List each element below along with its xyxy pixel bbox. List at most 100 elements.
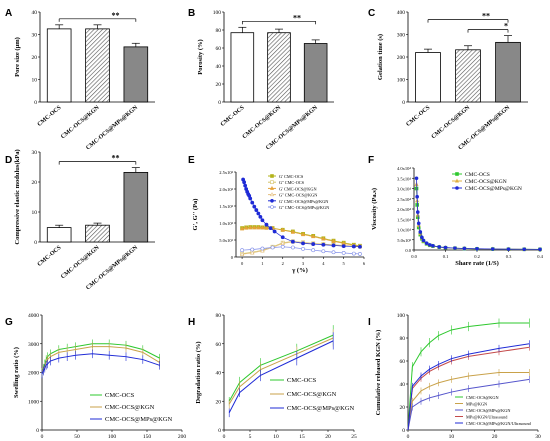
category-label: CMC-OCS	[220, 105, 246, 128]
bar	[495, 41, 521, 103]
bar	[267, 32, 291, 103]
data-point	[258, 214, 263, 219]
series-line	[228, 340, 334, 413]
data-point	[244, 225, 249, 230]
x-tick-label: 50	[74, 434, 80, 440]
y-tick-label: 200	[397, 55, 406, 61]
y-tick-label: 300	[397, 33, 406, 39]
y-tick-label: 60	[216, 46, 222, 52]
data-point	[242, 180, 247, 185]
legend-entry: MPs@KGN/Ultrasound	[466, 415, 508, 420]
data-point	[270, 199, 274, 203]
panel-B: B020406080100CMC-OCSCMC-OCS@KGNCMC-OCS@M…	[188, 8, 334, 151]
significance-label: *	[504, 22, 508, 31]
x-tick-label: 15	[299, 434, 305, 440]
data-point	[414, 176, 419, 181]
panel-I: I0204060801000102030Time (d)Cumulative r…	[368, 313, 541, 440]
y-tick-label: 20	[32, 180, 38, 186]
data-point	[427, 243, 432, 247]
panel-H: H0204060800510152025Time (d)Degradation …	[188, 313, 357, 440]
x-tick-label: 0	[241, 261, 244, 266]
panel-letter: F	[368, 155, 374, 166]
data-point	[248, 225, 253, 230]
legend-entry: CMC-OCS@MPs@KGN	[105, 416, 173, 423]
x-tick-label: 20	[325, 434, 331, 440]
panel-D: D0102030CMC-OCSCMC-OCS@KGNCMC-OCS@MPs@KG…	[5, 149, 155, 291]
bar	[46, 28, 72, 103]
data-point	[250, 247, 255, 252]
data-point	[351, 251, 356, 256]
y-tick-label: 0	[36, 428, 39, 434]
y-tick-label: 2000	[28, 371, 39, 377]
y-tick-label: 400	[397, 10, 406, 16]
legend-entry: MPs@KGN	[466, 402, 487, 407]
y-tick-label: 1.5x10⁴	[397, 217, 411, 222]
series-line	[407, 378, 530, 431]
x-tick-label: 100	[108, 434, 117, 440]
legend-entry: CMC-OCS@MPs@KGN	[466, 408, 510, 413]
data-point	[341, 251, 346, 255]
data-point	[416, 221, 421, 226]
y-axis-label: Compressive elastic modulus(kPa)	[14, 149, 21, 244]
y-tick-label: 2.0x10⁴	[397, 207, 411, 212]
x-tick-label: 0	[41, 434, 44, 440]
series-line	[41, 353, 160, 375]
bar	[123, 46, 149, 103]
data-point	[260, 225, 265, 230]
data-point	[250, 250, 255, 255]
data-point	[240, 248, 244, 253]
data-point	[455, 186, 459, 190]
category-label: CMC-OCS	[37, 105, 63, 128]
data-point	[522, 247, 527, 252]
y-tick-label: 4.0x10⁴	[397, 166, 411, 171]
x-tick-label: 5	[249, 434, 252, 440]
data-point	[254, 208, 259, 212]
panel-F: F 0.0 5.0x10³ 1.0x10⁴ 1.5x10⁴ 2.0x10⁴ 2.5x10⁴ 3…	[368, 155, 544, 267]
legend-entry: CMC-OCS@MPs@KGN	[465, 186, 522, 192]
data-point	[455, 178, 459, 183]
x-tick-label: 0.3	[506, 254, 512, 259]
legend-entry: CMC-OCS@MPs@KGN/Ultrasound	[466, 421, 532, 426]
x-tick-label: 1	[261, 261, 263, 266]
data-point	[421, 238, 426, 243]
bar	[415, 52, 441, 103]
y-tick-label: 40	[216, 371, 222, 377]
bar	[303, 43, 328, 103]
data-point	[270, 192, 274, 197]
bar	[123, 171, 149, 243]
y-tick-label: 100	[397, 313, 406, 319]
data-point	[415, 210, 420, 214]
series-line	[416, 184, 541, 250]
y-tick-label: 4000	[28, 313, 39, 319]
data-point	[270, 245, 275, 250]
data-point	[431, 243, 435, 248]
data-point	[301, 246, 305, 251]
data-point	[443, 245, 448, 250]
data-point	[252, 204, 257, 209]
x-tick-label: 0.0	[411, 254, 417, 259]
y-tick-label: 60	[400, 359, 406, 365]
y-axis-label: Porosity (%)	[197, 39, 204, 74]
y-tick-label: 0	[231, 255, 234, 260]
legend-entry: CMC-OCS	[105, 392, 135, 399]
series-line	[407, 322, 530, 431]
data-point	[280, 235, 285, 240]
data-point	[462, 246, 467, 251]
bar	[46, 227, 72, 243]
legend-entry: CMC-OCS@KGN	[105, 404, 155, 411]
data-point	[420, 235, 424, 240]
y-tick-label: 10	[32, 78, 38, 84]
y-tick-label: 40	[216, 64, 222, 70]
data-point	[321, 242, 326, 247]
data-point	[250, 200, 255, 205]
y-tick-label: 20	[216, 82, 222, 88]
data-point	[301, 241, 305, 246]
y-tick-label: 20	[400, 405, 406, 411]
x-tick-label: 30	[535, 434, 541, 440]
data-point	[260, 218, 265, 223]
y-tick-label: 0	[402, 100, 405, 106]
y-tick-label: 80	[216, 28, 222, 34]
data-point	[240, 251, 245, 256]
data-point	[358, 244, 362, 249]
data-point	[453, 246, 457, 250]
